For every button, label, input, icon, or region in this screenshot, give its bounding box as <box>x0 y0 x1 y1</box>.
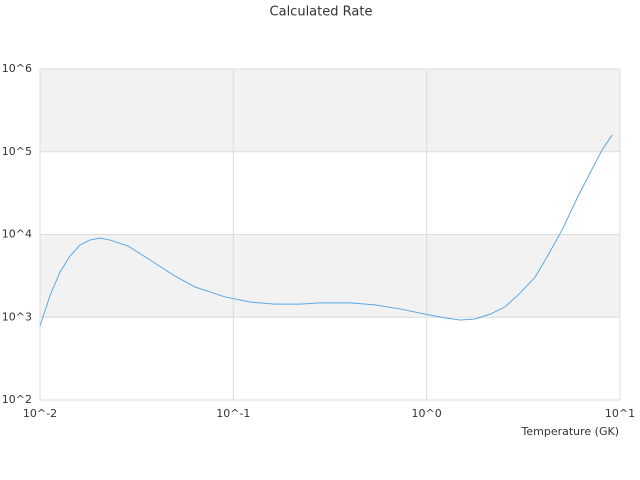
plot-bands <box>40 69 620 318</box>
plot-band <box>40 234 620 318</box>
x-axis-label: Temperature (GK) <box>521 425 620 438</box>
x-tick-label: 10^0 <box>412 407 442 420</box>
data-line <box>39 134 613 327</box>
y-tick-label: 10^4 <box>2 228 32 241</box>
x-tick-label: 10^-1 <box>216 407 250 420</box>
y-tick-label: 10^6 <box>2 62 32 75</box>
y-tick-label: 10^5 <box>2 145 32 158</box>
y-tick-label: 10^3 <box>2 310 32 323</box>
chart-title: Calculated Rate <box>270 5 373 20</box>
y-tick-label: 10^2 <box>2 393 32 406</box>
plot-band <box>40 69 620 152</box>
x-tick-label: 10^1 <box>605 407 635 420</box>
x-tick-label: 10^-2 <box>23 407 57 420</box>
